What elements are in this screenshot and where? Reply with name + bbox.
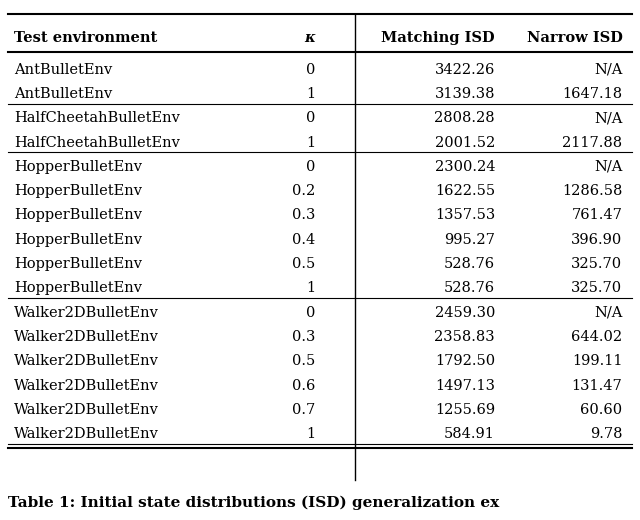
Text: Walker2DBulletEnv: Walker2DBulletEnv [14,354,159,368]
Text: N/A: N/A [594,160,623,174]
Text: 0.5: 0.5 [292,354,316,368]
Text: HopperBulletEnv: HopperBulletEnv [14,209,142,223]
Text: 1497.13: 1497.13 [435,379,495,393]
Text: HopperBulletEnv: HopperBulletEnv [14,184,142,198]
Text: 1: 1 [307,87,316,101]
Text: HopperBulletEnv: HopperBulletEnv [14,257,142,271]
Text: Matching ISD: Matching ISD [381,31,495,45]
Text: 131.47: 131.47 [572,379,623,393]
Text: 0: 0 [306,306,316,320]
Text: 396.90: 396.90 [572,233,623,247]
Text: 1286.58: 1286.58 [562,184,623,198]
Text: 2300.24: 2300.24 [435,160,495,174]
Text: 1: 1 [307,136,316,150]
Text: HopperBulletEnv: HopperBulletEnv [14,233,142,247]
Text: 60.60: 60.60 [580,403,623,417]
Text: HalfCheetahBulletEnv: HalfCheetahBulletEnv [14,136,180,150]
Text: 2117.88: 2117.88 [563,136,623,150]
Text: 325.70: 325.70 [572,281,623,295]
Text: N/A: N/A [594,306,623,320]
Text: 1: 1 [307,281,316,295]
Text: AntBulletEnv: AntBulletEnv [14,87,113,101]
Text: 0: 0 [306,160,316,174]
Text: 1647.18: 1647.18 [563,87,623,101]
Text: AntBulletEnv: AntBulletEnv [14,62,113,76]
Text: N/A: N/A [594,111,623,125]
Text: Walker2DBulletEnv: Walker2DBulletEnv [14,330,159,344]
Text: 3422.26: 3422.26 [435,62,495,76]
Text: 1357.53: 1357.53 [435,209,495,223]
Text: N/A: N/A [594,62,623,76]
Text: 0.3: 0.3 [292,330,316,344]
Text: 3139.38: 3139.38 [435,87,495,101]
Text: 0.3: 0.3 [292,209,316,223]
Text: 644.02: 644.02 [572,330,623,344]
Text: 1792.50: 1792.50 [435,354,495,368]
Text: 528.76: 528.76 [444,281,495,295]
Text: 528.76: 528.76 [444,257,495,271]
Text: HopperBulletEnv: HopperBulletEnv [14,281,142,295]
Text: 0.4: 0.4 [292,233,316,247]
Text: 325.70: 325.70 [572,257,623,271]
Text: Narrow ISD: Narrow ISD [527,31,623,45]
Text: Walker2DBulletEnv: Walker2DBulletEnv [14,403,159,417]
Text: Table 1: Initial state distributions (ISD) generalization ex: Table 1: Initial state distributions (IS… [8,496,499,510]
Text: 584.91: 584.91 [444,427,495,441]
Text: 0: 0 [306,111,316,125]
Text: 9.78: 9.78 [590,427,623,441]
Text: Walker2DBulletEnv: Walker2DBulletEnv [14,306,159,320]
Text: 199.11: 199.11 [572,354,623,368]
Text: 0.7: 0.7 [292,403,316,417]
Text: 1: 1 [307,427,316,441]
Text: 0.5: 0.5 [292,257,316,271]
Text: Walker2DBulletEnv: Walker2DBulletEnv [14,379,159,393]
Text: 2808.28: 2808.28 [435,111,495,125]
Text: HopperBulletEnv: HopperBulletEnv [14,160,142,174]
Text: 1255.69: 1255.69 [435,403,495,417]
Text: 995.27: 995.27 [444,233,495,247]
Text: 2459.30: 2459.30 [435,306,495,320]
Text: 2001.52: 2001.52 [435,136,495,150]
Text: 761.47: 761.47 [572,209,623,223]
Text: 0.6: 0.6 [292,379,316,393]
Text: 1622.55: 1622.55 [435,184,495,198]
Text: κ: κ [305,31,316,45]
Text: 0: 0 [306,62,316,76]
Text: 2358.83: 2358.83 [435,330,495,344]
Text: Test environment: Test environment [14,31,157,45]
Text: 0.2: 0.2 [292,184,316,198]
Text: Walker2DBulletEnv: Walker2DBulletEnv [14,427,159,441]
Text: HalfCheetahBulletEnv: HalfCheetahBulletEnv [14,111,180,125]
